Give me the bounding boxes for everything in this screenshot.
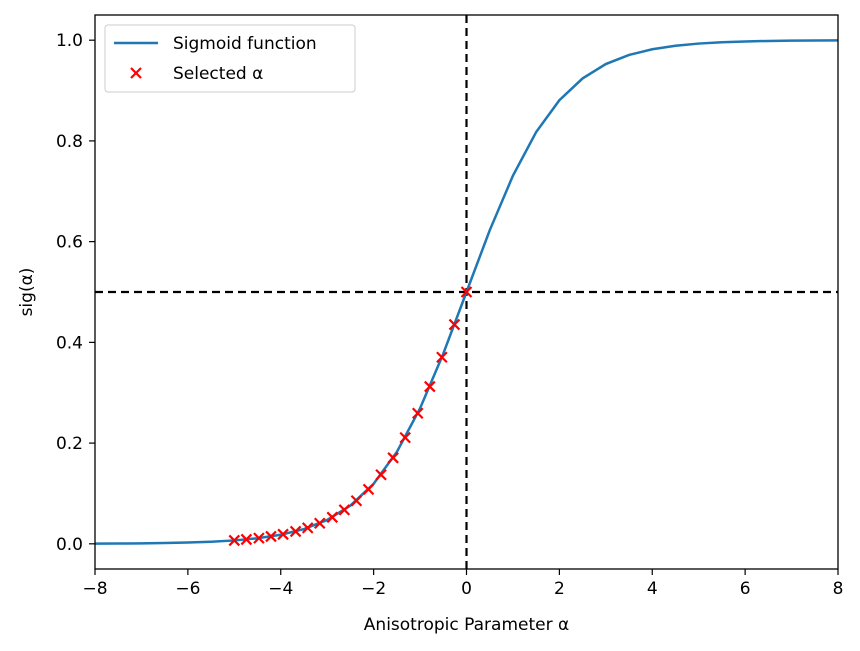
marker-stroke [313, 517, 326, 529]
selected-alpha-marker [326, 511, 339, 524]
marker-stroke [228, 534, 241, 547]
marker-stroke [448, 318, 461, 331]
selected-alpha-marker [253, 532, 265, 544]
marker-stroke [301, 522, 314, 534]
marker-stroke [326, 511, 339, 524]
marker-stroke [362, 483, 375, 496]
y-tick-label: 0.0 [56, 535, 83, 555]
x-tick-label: −6 [175, 579, 200, 599]
plot-area [94, 14, 839, 570]
marker-stroke [265, 530, 277, 543]
x-tick-label: 0 [461, 579, 472, 599]
marker-stroke [411, 407, 424, 420]
x-axis-label: Anisotropic Parameter α [364, 615, 569, 635]
selected-alpha-marker [265, 530, 277, 543]
legend-marker-swatch [130, 67, 142, 79]
selected-alpha-marker [436, 351, 448, 363]
y-tick-label: 0.6 [56, 233, 83, 253]
marker-stroke [277, 528, 289, 541]
x-tick-label: 4 [647, 579, 658, 599]
marker-stroke [424, 380, 436, 393]
marker-stroke [387, 452, 399, 464]
y-tick-label: 0.8 [56, 132, 83, 152]
selected-alpha-marker [448, 318, 461, 331]
marker-stroke [460, 286, 473, 298]
y-tick-label: 1.0 [56, 31, 83, 51]
marker-stroke [338, 504, 351, 516]
marker-stroke [253, 532, 265, 544]
x-tick-label: 2 [554, 579, 565, 599]
legend-marker-stroke [130, 67, 142, 79]
marker-stroke [399, 431, 411, 444]
legend: Sigmoid function Selected α [104, 24, 356, 93]
x-tick-label: 8 [833, 579, 844, 599]
x-tick-label: 6 [740, 579, 751, 599]
marker-stroke [350, 494, 363, 507]
x-axis: −8 −6 −4 −2 0 2 4 6 8 [82, 569, 843, 599]
legend-entry-selected: Selected α [173, 64, 263, 84]
selected-alpha-marker [460, 286, 473, 298]
selected-alpha-marker [350, 494, 363, 507]
selected-alpha-marker [228, 534, 241, 547]
selected-alpha-marker [387, 452, 399, 464]
selected-alpha-marker [289, 525, 302, 538]
selected-alpha-marker [411, 407, 424, 420]
y-axis-label: sig(α) [17, 268, 37, 317]
y-axis: 0.0 0.2 0.4 0.6 0.8 1.0 [56, 31, 95, 555]
x-tick-label: −4 [268, 579, 293, 599]
selected-alpha-marker [362, 483, 375, 496]
y-tick-label: 0.2 [56, 434, 83, 454]
selected-alpha-marker [301, 522, 314, 534]
legend-entry-sigmoid: Sigmoid function [173, 34, 317, 54]
selected-alpha-marker [424, 380, 436, 393]
marker-stroke [375, 468, 387, 481]
marker-stroke [289, 525, 302, 538]
selected-alpha-marker [375, 468, 387, 481]
selected-alpha-marker [313, 517, 326, 529]
marker-stroke [436, 351, 448, 363]
selected-alpha-marker [240, 533, 253, 546]
selected-alpha-marker [277, 528, 289, 541]
selected-alpha-marker [338, 504, 351, 516]
marker-stroke [240, 533, 253, 546]
x-tick-label: −2 [361, 579, 386, 599]
y-tick-label: 0.4 [56, 333, 83, 353]
x-tick-label: −8 [82, 579, 107, 599]
legend-box [104, 24, 356, 93]
selected-alpha-marker [399, 431, 411, 444]
